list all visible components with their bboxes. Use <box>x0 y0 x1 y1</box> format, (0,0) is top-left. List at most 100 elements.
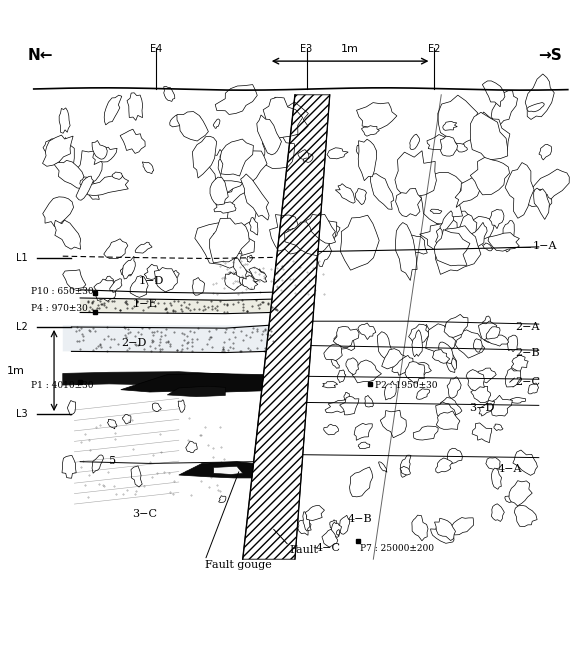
Polygon shape <box>110 279 122 292</box>
Polygon shape <box>232 270 256 285</box>
Polygon shape <box>122 256 135 279</box>
Polygon shape <box>482 243 493 251</box>
Polygon shape <box>257 115 282 155</box>
Polygon shape <box>195 223 255 268</box>
Polygon shape <box>103 276 116 291</box>
Polygon shape <box>120 129 145 154</box>
Polygon shape <box>263 97 303 139</box>
Polygon shape <box>303 153 313 162</box>
Polygon shape <box>249 269 264 281</box>
Polygon shape <box>420 324 430 338</box>
Polygon shape <box>298 150 309 160</box>
Polygon shape <box>400 455 411 477</box>
Polygon shape <box>380 410 406 438</box>
Polygon shape <box>400 466 410 475</box>
Polygon shape <box>511 373 519 387</box>
Text: →S: →S <box>538 48 562 63</box>
Polygon shape <box>505 368 521 387</box>
Polygon shape <box>358 442 370 449</box>
Polygon shape <box>213 466 243 474</box>
Text: L1: L1 <box>16 254 28 264</box>
Polygon shape <box>426 324 456 358</box>
Polygon shape <box>305 506 325 521</box>
Polygon shape <box>228 191 262 232</box>
Polygon shape <box>62 455 76 478</box>
Polygon shape <box>416 388 429 400</box>
Polygon shape <box>209 149 236 193</box>
Polygon shape <box>86 176 129 196</box>
Polygon shape <box>179 462 253 478</box>
Polygon shape <box>177 112 208 141</box>
Polygon shape <box>92 141 107 159</box>
Polygon shape <box>242 275 258 290</box>
Polygon shape <box>93 147 117 165</box>
Polygon shape <box>444 315 468 337</box>
Polygon shape <box>479 400 495 416</box>
Polygon shape <box>490 395 512 416</box>
Polygon shape <box>335 184 355 203</box>
Text: P7 : 25000±200: P7 : 25000±200 <box>360 544 434 553</box>
Polygon shape <box>466 222 487 255</box>
Polygon shape <box>525 74 554 120</box>
Polygon shape <box>210 177 228 205</box>
Polygon shape <box>324 424 339 435</box>
Polygon shape <box>379 462 387 472</box>
Polygon shape <box>94 279 116 301</box>
Polygon shape <box>298 519 311 536</box>
Polygon shape <box>59 137 74 177</box>
Polygon shape <box>439 342 453 364</box>
Polygon shape <box>440 211 453 234</box>
Polygon shape <box>435 230 470 266</box>
Polygon shape <box>435 518 456 540</box>
Polygon shape <box>246 255 252 262</box>
Polygon shape <box>436 458 453 473</box>
Polygon shape <box>68 400 75 415</box>
Polygon shape <box>59 108 70 133</box>
Text: Fault gouge: Fault gouge <box>205 560 272 570</box>
Polygon shape <box>122 415 131 424</box>
Polygon shape <box>527 103 544 112</box>
Polygon shape <box>446 350 457 373</box>
Polygon shape <box>349 467 373 497</box>
Polygon shape <box>220 139 253 176</box>
Polygon shape <box>472 423 492 443</box>
Polygon shape <box>322 529 338 547</box>
Polygon shape <box>339 515 350 534</box>
Text: 3−D: 3−D <box>469 404 495 413</box>
Polygon shape <box>322 381 338 388</box>
Polygon shape <box>103 239 128 258</box>
Polygon shape <box>54 160 86 189</box>
Polygon shape <box>456 216 495 243</box>
Polygon shape <box>303 511 310 531</box>
Polygon shape <box>364 150 376 160</box>
Polygon shape <box>507 336 518 352</box>
Polygon shape <box>427 135 453 150</box>
Polygon shape <box>63 269 86 290</box>
Polygon shape <box>54 220 81 249</box>
Polygon shape <box>63 371 263 387</box>
Polygon shape <box>527 169 569 207</box>
Text: P10 : 650±30: P10 : 650±30 <box>31 286 93 296</box>
Polygon shape <box>131 466 142 487</box>
Polygon shape <box>447 377 461 398</box>
Polygon shape <box>127 93 143 120</box>
Polygon shape <box>453 143 467 152</box>
Polygon shape <box>333 326 359 347</box>
Polygon shape <box>470 158 510 195</box>
Polygon shape <box>365 396 373 407</box>
Polygon shape <box>420 173 463 225</box>
Polygon shape <box>218 160 252 192</box>
Polygon shape <box>152 403 161 411</box>
Polygon shape <box>249 267 267 282</box>
Polygon shape <box>482 316 490 333</box>
Polygon shape <box>433 339 442 345</box>
Polygon shape <box>43 197 74 226</box>
Polygon shape <box>438 95 477 146</box>
Polygon shape <box>286 228 297 242</box>
Text: P2 : 1950±30: P2 : 1950±30 <box>375 381 437 390</box>
Polygon shape <box>510 397 526 404</box>
Polygon shape <box>340 215 379 270</box>
Polygon shape <box>488 233 519 251</box>
Text: 2−D: 2−D <box>121 338 146 348</box>
Polygon shape <box>444 348 452 358</box>
